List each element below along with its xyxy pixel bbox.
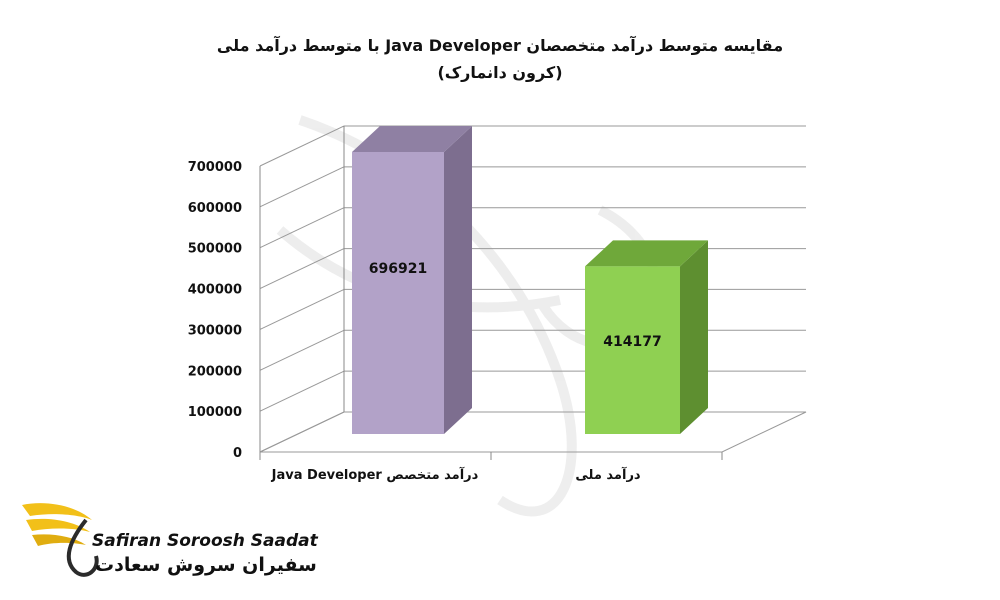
logo-persian-text: سفیران سروش سعادت (95, 554, 317, 576)
bar-side (680, 240, 708, 434)
gridline-depth (259, 125, 345, 167)
y-tick-label: 600000 (188, 201, 242, 216)
y-tick-label: 100000 (188, 405, 242, 420)
bar-top (585, 240, 708, 267)
bar-front (585, 266, 680, 434)
x-category-label: درآمد متخصص Java Developer (271, 466, 479, 483)
labels: 696921 درآمد متخصص Java Developer 414177 در… (271, 261, 662, 483)
chart-title: مقایسه متوسط درآمد متخصصان Java Develope… (216, 36, 784, 55)
y-tick-label: 0 (233, 446, 242, 461)
bar-top (352, 126, 472, 152)
y-tick-label: 700000 (188, 160, 242, 175)
logo-latin-text: Safiran Soroosh Saadat (92, 531, 318, 551)
x-category-label: درآمد ملی (575, 466, 641, 483)
grid-lines (259, 125, 806, 453)
bars (352, 126, 708, 434)
gridline-depth (259, 248, 345, 290)
data-label: 696921 (369, 261, 427, 277)
gridline-depth (259, 370, 345, 412)
bar-front (352, 152, 444, 434)
gridline-depth (259, 288, 345, 330)
y-tick-label: 400000 (188, 283, 242, 298)
gridline-depth (259, 207, 345, 249)
chart-subtitle: (کرون دانمارک) (437, 63, 563, 82)
y-tick-label: 300000 (188, 323, 242, 338)
bar (585, 240, 708, 434)
logo-wing-icon (22, 503, 99, 577)
data-label: 414177 (603, 334, 661, 350)
y-tick-label: 200000 (188, 364, 242, 379)
y-axis: 0 100000 200000 300000 400000 500000 600000 700… (188, 126, 807, 461)
gridline-depth (259, 329, 345, 371)
y-tick-label: 500000 (188, 242, 242, 257)
bar-side (444, 126, 472, 434)
chart-floor (259, 411, 807, 453)
gridline-depth (259, 166, 345, 208)
bar (352, 126, 472, 434)
